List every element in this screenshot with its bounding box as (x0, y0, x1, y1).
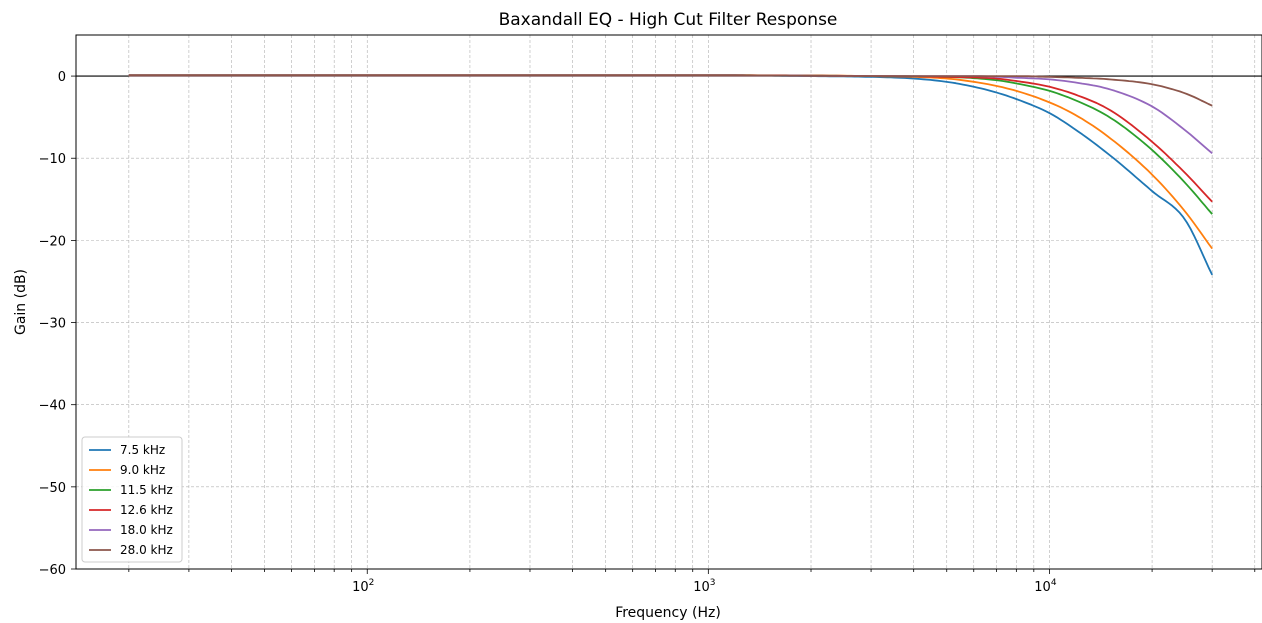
chart-title: Baxandall EQ - High Cut Filter Response (499, 10, 838, 30)
legend-label: 28.0 kHz (120, 543, 173, 557)
y-tick-label: −20 (39, 234, 66, 249)
legend-label: 7.5 kHz (120, 443, 165, 457)
y-tick-label: −60 (39, 563, 66, 578)
legend-label: 9.0 kHz (120, 463, 165, 477)
x-tick-exponent: 4 (1051, 578, 1057, 588)
axis-ticks: 102 103 104 0 −10 −20 −30 −40 −50 −60 (39, 70, 1256, 595)
x-axis-label: Frequency (Hz) (615, 605, 721, 621)
grid-lines (76, 35, 1262, 570)
legend-label: 18.0 kHz (120, 523, 173, 537)
series-lines (128, 74, 1214, 276)
x-tick-exponent: 2 (369, 578, 375, 588)
x-tick-exponent: 3 (710, 578, 716, 588)
legend-label: 12.6 kHz (120, 503, 173, 517)
y-tick-label: −10 (39, 152, 66, 167)
y-tick-label: −50 (39, 481, 66, 496)
plot-area (75, 34, 1262, 570)
x-tick-label: 104 (1034, 578, 1057, 595)
legend: 7.5 kHz 9.0 kHz 11.5 kHz 12.6 kHz 18.0 kHz 28… (81, 436, 183, 563)
y-tick-label: −40 (39, 399, 66, 414)
x-tick-label: 102 (352, 578, 374, 595)
series-line (128, 74, 1213, 107)
legend-label: 11.5 kHz (120, 483, 173, 497)
x-tick-label: 103 (693, 578, 715, 595)
y-tick-label: 0 (58, 70, 66, 85)
y-tick-label: −30 (39, 317, 66, 332)
y-axis-label: Gain (dB) (13, 269, 29, 335)
